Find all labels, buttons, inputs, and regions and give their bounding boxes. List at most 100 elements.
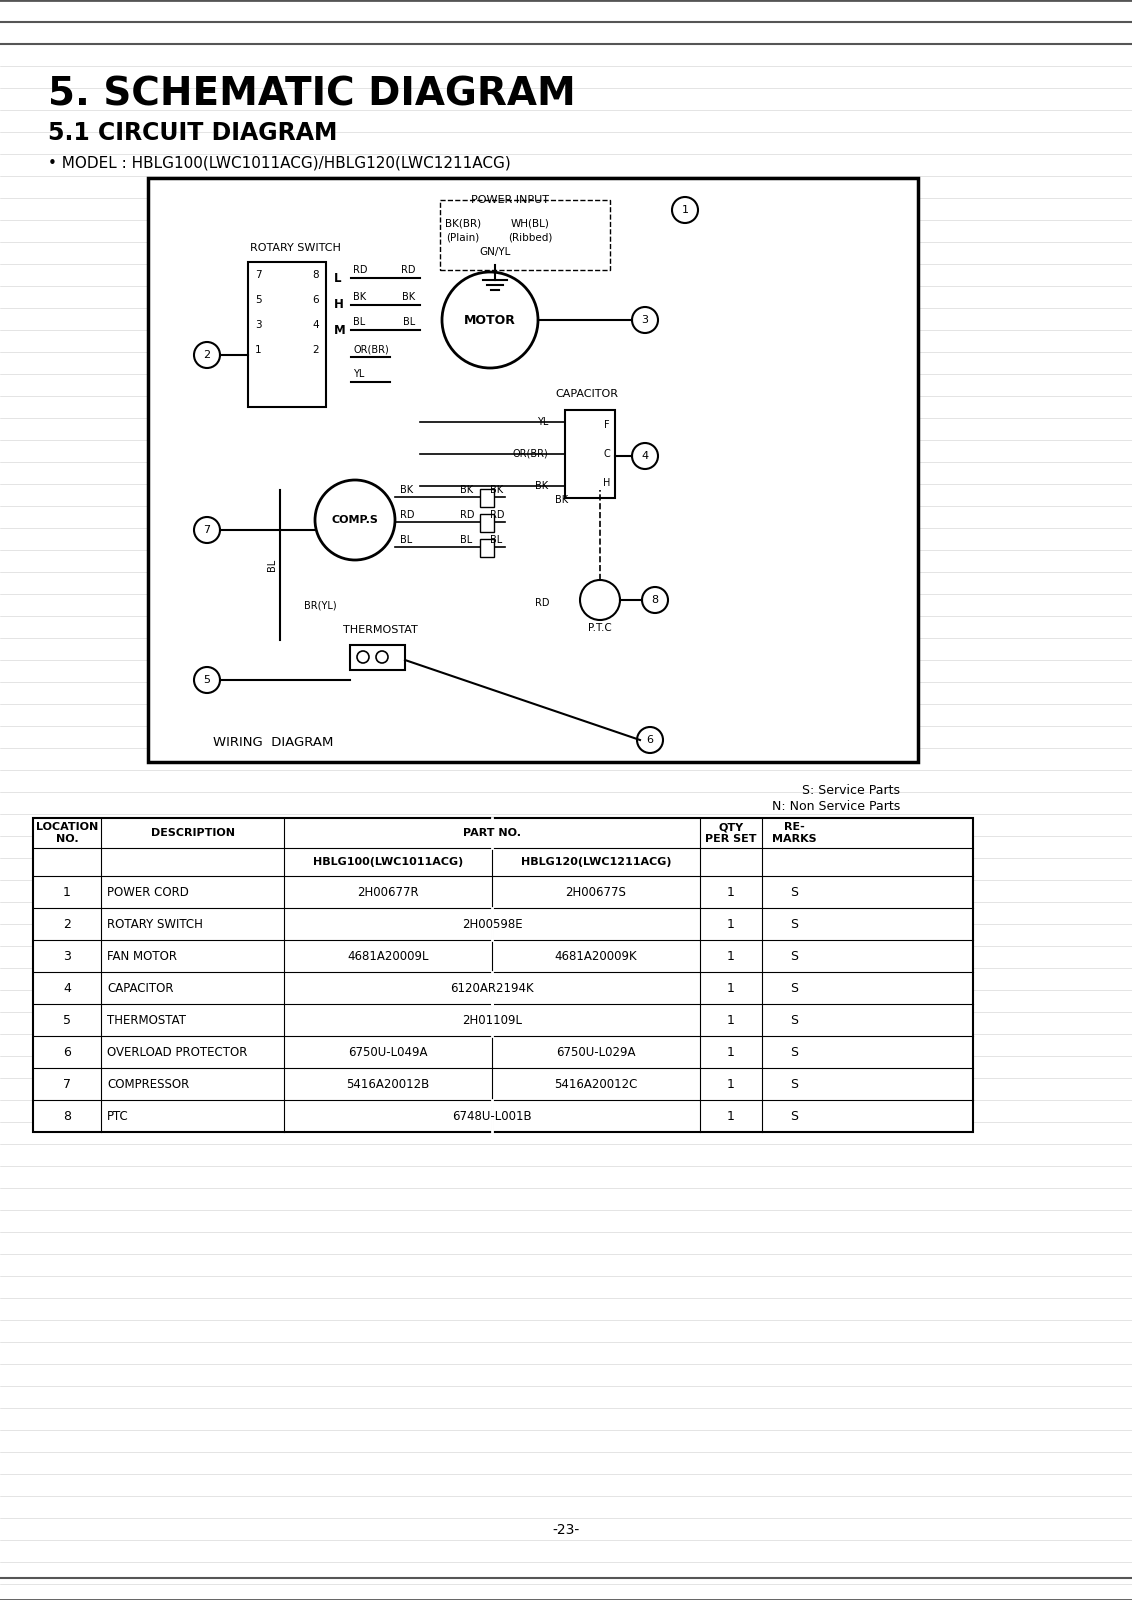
Text: S: S [790, 981, 798, 995]
Text: WH(BL): WH(BL) [511, 218, 549, 227]
Text: BL: BL [267, 558, 277, 571]
Text: S: S [790, 1013, 798, 1027]
Text: RE-
MARKS: RE- MARKS [772, 822, 816, 843]
Text: BK: BK [460, 485, 473, 494]
Text: MOTOR: MOTOR [464, 314, 516, 326]
Text: S: S [790, 1109, 798, 1123]
Bar [565, 410, 615, 498]
Text: RD: RD [460, 510, 474, 520]
Text: CAPACITOR: CAPACITOR [556, 389, 618, 398]
Text: 8: 8 [63, 1109, 71, 1123]
Text: 4681A20009K: 4681A20009K [555, 949, 637, 963]
Bar [480, 490, 494, 507]
Text: 2: 2 [204, 350, 211, 360]
Text: 5416A20012C: 5416A20012C [555, 1077, 637, 1091]
Text: S: S [790, 1045, 798, 1059]
Text: BK: BK [400, 485, 413, 494]
Text: RD: RD [401, 266, 415, 275]
Text: THERMOSTAT: THERMOSTAT [343, 626, 418, 635]
Text: BK: BK [402, 291, 415, 302]
Text: COMP.S: COMP.S [332, 515, 378, 525]
Text: 6750U-L029A: 6750U-L029A [556, 1045, 636, 1059]
Text: 7: 7 [204, 525, 211, 534]
Text: 5416A20012B: 5416A20012B [346, 1077, 430, 1091]
Bar [350, 645, 405, 670]
Text: RD: RD [534, 598, 549, 608]
Text: THERMOSTAT: THERMOSTAT [108, 1013, 186, 1027]
Text: GN/YL: GN/YL [479, 246, 511, 258]
Text: 3: 3 [63, 949, 71, 963]
Text: -23-: -23- [552, 1523, 580, 1538]
Text: 2H00598E: 2H00598E [462, 917, 522, 931]
Text: 4: 4 [63, 981, 71, 995]
Text: 1: 1 [727, 1109, 735, 1123]
Text: YL: YL [353, 370, 365, 379]
Text: BK: BK [535, 482, 548, 491]
Text: M: M [334, 323, 345, 336]
Text: 1: 1 [681, 205, 688, 214]
Text: 6750U-L049A: 6750U-L049A [349, 1045, 428, 1059]
Text: HBLG100(LWC1011ACG): HBLG100(LWC1011ACG) [312, 858, 463, 867]
Text: S: S [790, 949, 798, 963]
Text: YL: YL [537, 418, 548, 427]
Text: 2H01109L: 2H01109L [462, 1013, 522, 1027]
Text: PTC: PTC [108, 1109, 129, 1123]
Text: 1: 1 [727, 885, 735, 899]
Text: 3: 3 [255, 320, 261, 330]
Text: 2: 2 [63, 917, 71, 931]
Text: 2H00677R: 2H00677R [358, 885, 419, 899]
Text: S: S [790, 917, 798, 931]
Text: WIRING  DIAGRAM: WIRING DIAGRAM [213, 736, 334, 749]
Text: QTY
PER SET: QTY PER SET [705, 822, 757, 843]
Text: 5.1 CIRCUIT DIAGRAM: 5.1 CIRCUIT DIAGRAM [48, 122, 337, 146]
Text: 1: 1 [727, 981, 735, 995]
Text: BR(YL): BR(YL) [303, 600, 336, 610]
Text: POWER CORD: POWER CORD [108, 885, 189, 899]
Text: BL: BL [403, 317, 415, 326]
Text: BL: BL [400, 534, 412, 546]
Text: PART NO.: PART NO. [463, 829, 521, 838]
Text: POWER INPUT: POWER INPUT [471, 195, 549, 205]
Text: 4: 4 [312, 320, 319, 330]
Text: 2: 2 [312, 346, 319, 355]
Text: ROTARY SWITCH: ROTARY SWITCH [108, 917, 203, 931]
Text: 1: 1 [727, 949, 735, 963]
Text: 6120AR2194K: 6120AR2194K [451, 981, 534, 995]
Text: F: F [604, 419, 610, 430]
Text: BK: BK [555, 494, 568, 506]
Text: 8: 8 [651, 595, 659, 605]
Text: 1: 1 [727, 1077, 735, 1091]
Text: 6: 6 [646, 734, 653, 746]
Text: 4: 4 [642, 451, 649, 461]
Text: DESCRIPTION: DESCRIPTION [151, 829, 234, 838]
Text: C: C [603, 450, 610, 459]
Text: 1: 1 [727, 1013, 735, 1027]
Bar [33, 818, 974, 1133]
Text: (Plain): (Plain) [446, 232, 480, 242]
Text: FAN MOTOR: FAN MOTOR [108, 949, 177, 963]
Text: 5: 5 [204, 675, 211, 685]
Text: 5: 5 [255, 294, 261, 306]
Text: BK: BK [490, 485, 503, 494]
Text: S: S [790, 885, 798, 899]
Text: 1: 1 [727, 1045, 735, 1059]
Text: 2H00677S: 2H00677S [566, 885, 626, 899]
Text: • MODEL : HBLG100(LWC1011ACG)/HBLG120(LWC1211ACG): • MODEL : HBLG100(LWC1011ACG)/HBLG120(LW… [48, 155, 511, 171]
Text: 7: 7 [255, 270, 261, 280]
Text: 6: 6 [312, 294, 319, 306]
Text: OR(BR): OR(BR) [513, 450, 548, 459]
Text: COMPRESSOR: COMPRESSOR [108, 1077, 189, 1091]
Text: 6: 6 [63, 1045, 71, 1059]
Text: (Ribbed): (Ribbed) [508, 232, 552, 242]
Text: LOCATION
NO.: LOCATION NO. [36, 822, 98, 843]
Text: BK: BK [353, 291, 366, 302]
Text: BK(BR): BK(BR) [445, 218, 481, 227]
Text: 4681A20009L: 4681A20009L [348, 949, 429, 963]
Text: L: L [334, 272, 342, 285]
Text: RD: RD [400, 510, 414, 520]
Text: S: S [790, 1077, 798, 1091]
Text: 6748U-L001B: 6748U-L001B [452, 1109, 532, 1123]
Bar [480, 539, 494, 557]
Text: 1: 1 [63, 885, 71, 899]
Text: OVERLOAD PROTECTOR: OVERLOAD PROTECTOR [108, 1045, 248, 1059]
